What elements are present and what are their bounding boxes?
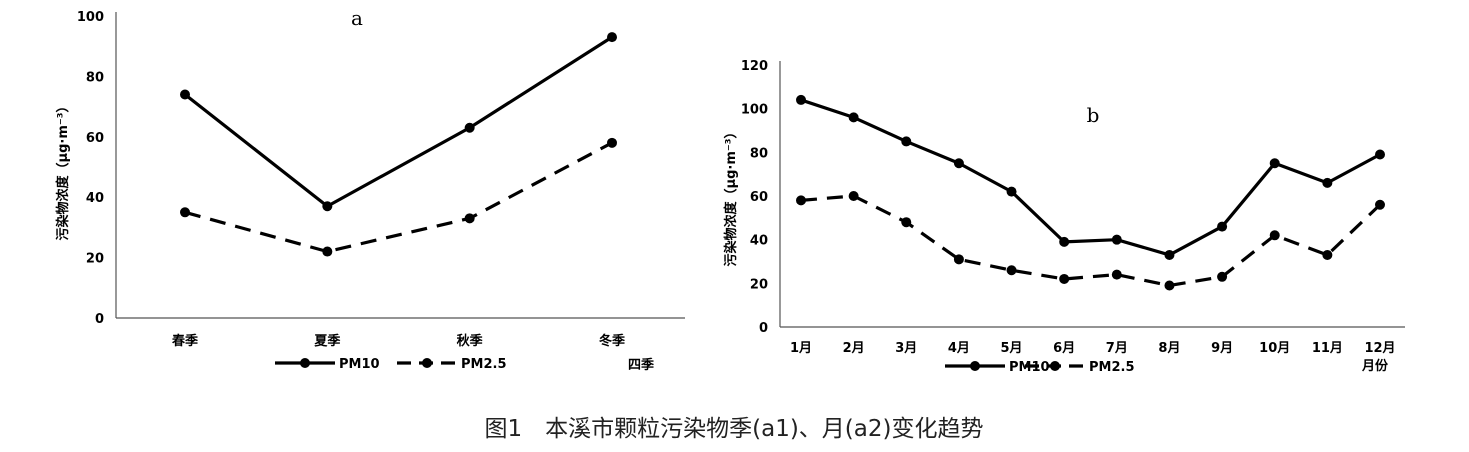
y-tick-label: 20 — [86, 252, 104, 267]
data-point-pm10 — [1059, 236, 1070, 247]
data-point-pm25 — [848, 191, 859, 201]
x-tick-label: 夏季 — [313, 333, 340, 349]
data-point-pm10 — [464, 122, 475, 133]
data-point-pm25 — [1111, 269, 1122, 280]
y-tick-label: 40 — [750, 234, 768, 249]
data-point-pm25 — [1059, 273, 1070, 284]
y-axis-title: 污染物浓度（μg·m⁻³） — [723, 126, 739, 267]
legend-marker-pm25 — [422, 358, 432, 368]
y-tick-label: 80 — [750, 146, 768, 161]
x-tick-label: 秋季 — [457, 333, 483, 349]
x-tick-label: 12月 — [1364, 341, 1395, 356]
x-tick-label: 冬季 — [599, 333, 625, 349]
legend-label: PM2.5 — [461, 357, 507, 372]
y-tick-label: 0 — [759, 321, 768, 336]
series-line-pm10 — [184, 35, 613, 208]
data-point-pm25 — [1217, 271, 1228, 282]
x-tick-label: 11月 — [1312, 341, 1343, 356]
series-line-pm25 — [184, 141, 613, 254]
legend-marker-pm10 — [970, 361, 980, 371]
figure-caption: 图1 本溪市颗粒污染物季(a1)、月(a2)变化趋势 — [485, 416, 984, 442]
legend-marker-pm25 — [1050, 361, 1060, 371]
y-tick-label: 40 — [86, 191, 104, 206]
x-axis-title: 月份 — [1361, 358, 1389, 374]
data-point-pm25 — [901, 217, 912, 228]
data-point-pm10 — [901, 136, 912, 147]
legend-label: PM2.5 — [1089, 360, 1135, 375]
data-point-pm25 — [953, 254, 964, 265]
panel-label: b — [1087, 103, 1100, 127]
y-tick-label: 0 — [95, 312, 104, 327]
data-point-pm10 — [1269, 158, 1280, 169]
y-tick-label: 80 — [86, 70, 104, 85]
data-point-pm25 — [180, 207, 190, 218]
x-tick-label: 1月 — [790, 341, 812, 356]
x-tick-label: 6月 — [1053, 341, 1075, 356]
data-point-pm25 — [1006, 265, 1017, 276]
data-point-pm10 — [180, 89, 190, 100]
y-axis-title: 污染物浓度（μg·m⁻³） — [55, 100, 71, 241]
y-tick-label: 100 — [77, 10, 104, 25]
x-tick-label: 春季 — [171, 333, 198, 349]
chart-b-monthly: 0 20 40 60 80 100 120 1月 2月 3月 4月 5月 6月 7月 8月 9月 10月 11月 1… — [723, 59, 1405, 375]
y-tick-label: 20 — [750, 277, 768, 292]
data-point-pm10 — [1375, 149, 1385, 160]
data-point-pm25 — [796, 195, 806, 206]
x-tick-label: 3月 — [895, 341, 917, 356]
data-point-pm25 — [1269, 230, 1280, 241]
panel-label: a — [351, 6, 363, 30]
x-tick-label: 10月 — [1259, 341, 1290, 356]
y-tick-label: 120 — [741, 59, 768, 74]
x-tick-label: 9月 — [1211, 341, 1233, 356]
y-tick-label: 60 — [750, 190, 768, 205]
data-point-pm10 — [1164, 249, 1175, 260]
data-point-pm25 — [1322, 249, 1333, 260]
data-point-pm25 — [607, 137, 617, 148]
x-tick-label: 2月 — [843, 341, 865, 356]
x-tick-label: 7月 — [1106, 341, 1128, 356]
data-point-pm10 — [1111, 234, 1122, 245]
data-point-pm10 — [953, 158, 964, 169]
data-point-pm10 — [796, 94, 806, 105]
y-tick-label: 100 — [741, 103, 768, 118]
data-point-pm25 — [322, 246, 333, 257]
data-point-pm10 — [1006, 186, 1017, 197]
legend-marker-pm10 — [300, 358, 310, 368]
data-point-pm25 — [1375, 199, 1385, 210]
x-tick-label: 8月 — [1158, 341, 1180, 356]
data-point-pm10 — [848, 112, 859, 123]
x-axis-title: 四季 — [628, 357, 654, 373]
y-tick-label: 60 — [86, 131, 104, 146]
x-tick-label: 4月 — [948, 341, 970, 356]
data-point-pm10 — [322, 201, 333, 212]
data-point-pm10 — [607, 32, 617, 43]
series-line-pm10 — [800, 98, 1381, 257]
data-point-pm10 — [1322, 177, 1333, 188]
data-point-pm10 — [1217, 221, 1228, 232]
data-point-pm25 — [1164, 280, 1175, 291]
x-tick-label: 5月 — [1001, 341, 1023, 356]
legend-label: PM10 — [339, 357, 380, 372]
data-point-pm25 — [464, 213, 475, 224]
